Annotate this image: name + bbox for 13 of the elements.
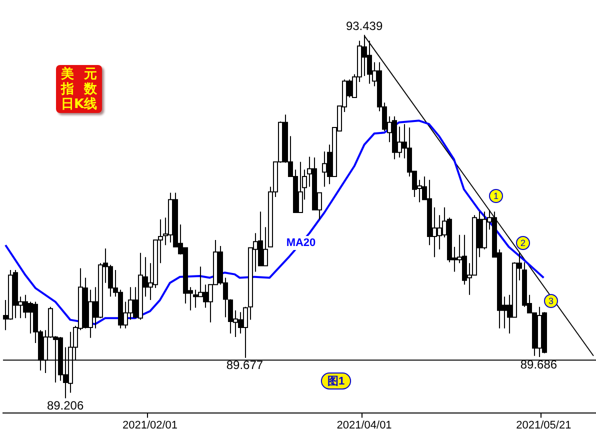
- annotation: 2: [520, 238, 526, 248]
- annotation: 89.677: [226, 358, 264, 372]
- x-tick-label: 2021/02/01: [122, 419, 178, 432]
- x-tick-label: 2021/04/01: [336, 419, 392, 432]
- annotation: 93.439: [346, 19, 383, 34]
- annotation: 89.686: [520, 357, 558, 372]
- text: 美元指数日K线: [61, 67, 98, 112]
- x-tick-label: 2021/05/21: [516, 419, 572, 432]
- annotation: 3: [548, 296, 554, 306]
- annotation: 89.206: [46, 398, 84, 413]
- series-label: MA20: [286, 237, 316, 250]
- annotation: 图1: [327, 376, 345, 388]
- annotation: 1: [493, 190, 499, 201]
